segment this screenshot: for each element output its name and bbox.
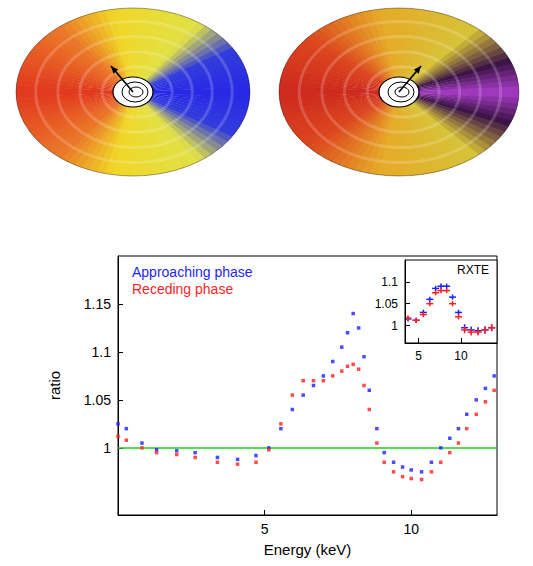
svg-text:1.1: 1.1 — [92, 344, 112, 360]
svg-text:1.15: 1.15 — [84, 296, 111, 312]
svg-text:1: 1 — [103, 440, 111, 456]
svg-text:1.05: 1.05 — [84, 392, 111, 408]
svg-text:1.05: 1.05 — [375, 297, 399, 311]
svg-text:ratio: ratio — [46, 371, 63, 400]
svg-text:1.1: 1.1 — [381, 275, 398, 289]
svg-text:Energy (keV): Energy (keV) — [264, 541, 352, 558]
svg-text:1: 1 — [391, 319, 398, 333]
svg-text:5: 5 — [415, 349, 422, 363]
svg-text:10: 10 — [403, 521, 419, 537]
svg-text:Approaching phase: Approaching phase — [132, 264, 253, 280]
svg-text:5: 5 — [261, 521, 269, 537]
svg-text:10: 10 — [454, 349, 468, 363]
svg-text:RXTE: RXTE — [457, 263, 489, 277]
svg-text:Receding phase: Receding phase — [132, 281, 233, 297]
